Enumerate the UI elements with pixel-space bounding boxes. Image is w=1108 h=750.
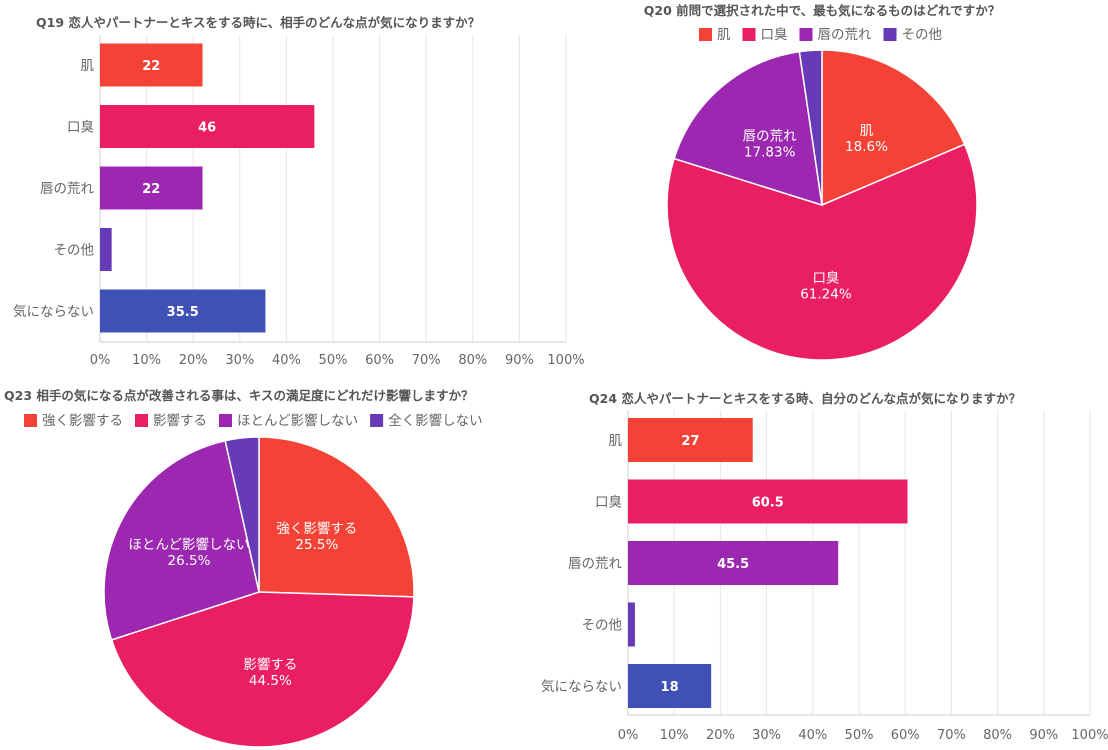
q20-slice-pct: 61.24% xyxy=(800,287,852,303)
q24-data-label: 45.5 xyxy=(717,557,749,572)
q24-tick-label: 0% xyxy=(618,728,639,743)
q20-legend-swatch xyxy=(699,28,712,41)
q20-legend-label: その他 xyxy=(902,27,943,43)
q20-slice xyxy=(821,49,966,207)
q19-tick-label: 30% xyxy=(225,353,254,368)
q24-bar xyxy=(628,418,753,462)
q20-slice-pct: 18.6% xyxy=(845,139,888,155)
q19-tick-label: 60% xyxy=(365,353,394,368)
q24-bar xyxy=(628,664,712,708)
q20-legend-label: 唇の荒れ xyxy=(818,27,872,43)
chart-q23-pie: Q23 相手の気になる点が改善される事は、キスの満足度にどれだけ影響しますか？ 強… xyxy=(4,388,483,748)
q24-data-label: 27 xyxy=(681,434,699,449)
q23-legend-swatch xyxy=(24,414,37,427)
q20-slice-pct: 17.83% xyxy=(744,145,796,161)
q23-slice-label: ほとんど影響しない xyxy=(128,536,249,553)
q24-tick-label: 60% xyxy=(891,728,920,743)
q20-slice xyxy=(673,50,823,207)
q24-data-label: 18 xyxy=(661,680,679,695)
q23-slice-label: 影響する xyxy=(243,656,297,673)
q20-legend-label: 口臭 xyxy=(761,27,788,43)
q19-tick-label: 50% xyxy=(319,353,348,368)
q19-data-label: 22 xyxy=(142,59,160,74)
q20-title: Q20 前問で選択された中で、最も気になるものはどれですか？ xyxy=(644,3,1001,18)
q23-legend-swatch xyxy=(219,414,232,427)
q24-tick-label: 90% xyxy=(1029,728,1058,743)
q20-legend-swatch xyxy=(799,28,813,41)
q20-slice xyxy=(666,143,978,361)
q24-tick-label: 70% xyxy=(937,728,966,743)
q19-tick-label: 70% xyxy=(412,353,441,368)
q20-legend-swatch xyxy=(742,28,756,41)
chart-q24-bar: Q24 恋人やパートナーとキスをする時、自分のどんな点が気になりますか？ 0% 10… xyxy=(541,391,1108,743)
q20-legend-label: 肌 xyxy=(717,27,731,43)
q19-bar xyxy=(100,228,112,271)
q24-tick-label: 80% xyxy=(983,728,1012,743)
q19-data-label: 35.5 xyxy=(167,305,199,320)
q23-slice-pct: 44.5% xyxy=(249,673,292,689)
q24-category-label: その他 xyxy=(582,618,623,634)
q23-legend-label: 全く影響しない xyxy=(388,412,483,429)
q24-category-label: 唇の荒れ xyxy=(568,556,622,572)
q19-title: Q19 恋人やパートナーとキスをする時に、相手のどんな点が気になりますか？ xyxy=(36,15,480,30)
q20-slice xyxy=(798,49,823,206)
q19-bar xyxy=(100,289,266,333)
q24-tick-label: 30% xyxy=(752,728,781,743)
q24-title: Q24 恋人やパートナーとキスをする時、自分のどんな点が気になりますか？ xyxy=(589,391,1021,406)
q19-bar xyxy=(100,166,203,210)
q20-legend-swatch xyxy=(883,28,897,41)
q23-legend-swatch xyxy=(135,414,148,427)
q23-slice xyxy=(224,436,260,593)
q19-category-label: 口臭 xyxy=(67,120,94,136)
q20-slice-label: 肌 xyxy=(860,123,874,139)
q23-legend-swatch xyxy=(370,414,384,427)
q19-category-label: その他 xyxy=(54,243,95,259)
q19-data-label: 22 xyxy=(142,182,160,197)
q23-title: Q23 相手の気になる点が改善される事は、キスの満足度にどれだけ影響しますか？ xyxy=(4,388,474,403)
q24-category-label: 気にならない xyxy=(541,679,622,695)
q23-legend-label: 強く影響する xyxy=(42,412,123,429)
q24-bar xyxy=(628,541,839,585)
q23-slice-label: 強く影響する xyxy=(276,520,357,537)
q24-bar xyxy=(628,479,908,524)
q24-category-label: 口臭 xyxy=(595,495,622,511)
q24-tick-label: 40% xyxy=(798,728,827,743)
q19-category-label: 肌 xyxy=(81,58,95,74)
q19-tick-label: 40% xyxy=(272,353,301,368)
q23-slice-pct: 25.5% xyxy=(295,537,338,553)
q19-tick-label: 90% xyxy=(505,353,534,368)
q19-data-label: 46 xyxy=(198,121,216,136)
q19-category-label: 気にならない xyxy=(13,304,94,320)
q24-tick-label: 50% xyxy=(845,728,874,743)
q23-legend-label: ほとんど影響しない xyxy=(237,412,358,429)
q19-bar xyxy=(100,43,203,87)
q19-tick-label: 10% xyxy=(132,353,161,368)
q19-bar xyxy=(100,105,315,148)
q24-tick-label: 20% xyxy=(706,728,735,743)
chart-q20-pie: Q20 前問で選択された中で、最も気になるものはどれですか？肌 口臭 唇の荒れ その他… xyxy=(644,3,1001,361)
q19-tick-label: 20% xyxy=(179,353,208,368)
q20-slice-label: 唇の荒れ xyxy=(743,129,797,145)
q24-tick-label: 10% xyxy=(660,728,689,743)
q19-tick-label: 0% xyxy=(90,353,111,368)
q24-data-label: 60.5 xyxy=(752,496,784,511)
q19-category-label: 唇の荒れ xyxy=(40,181,94,197)
q23-slice-pct: 26.5% xyxy=(168,553,211,569)
q24-tick-label: 100% xyxy=(1071,728,1108,743)
q19-tick-label: 80% xyxy=(458,353,487,368)
q24-bar xyxy=(628,602,635,647)
q23-slice xyxy=(110,591,415,748)
q19-tick-label: 100% xyxy=(547,353,584,368)
q24-category-label: 肌 xyxy=(609,433,623,449)
q23-slice xyxy=(258,436,415,598)
q23-slice xyxy=(103,439,260,641)
chart-q19-bar: Q19 恋人やパートナーとキスをする時に、相手のどんな点が気になりますか？ 0% 1… xyxy=(13,15,585,368)
q23-legend-label: 影響する xyxy=(153,412,207,429)
q20-slice-label: 口臭 xyxy=(812,271,839,287)
